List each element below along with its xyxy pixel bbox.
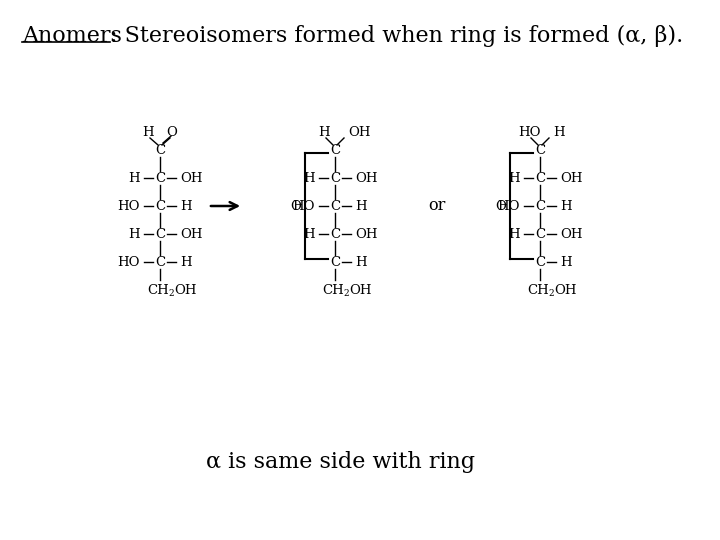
- Text: H: H: [355, 255, 366, 268]
- Text: C: C: [330, 172, 340, 185]
- Text: : Stereoisomers formed when ring is formed (α, β).: : Stereoisomers formed when ring is form…: [110, 25, 683, 47]
- Text: H: H: [553, 125, 564, 138]
- Text: O: O: [290, 199, 301, 213]
- Text: HO: HO: [498, 199, 520, 213]
- Text: C: C: [535, 172, 545, 185]
- Text: 2: 2: [548, 288, 554, 298]
- Text: OH: OH: [554, 284, 577, 296]
- Text: C: C: [330, 255, 340, 268]
- Text: 2: 2: [343, 288, 348, 298]
- Text: or: or: [428, 198, 446, 214]
- Text: C: C: [330, 199, 340, 213]
- Text: H: H: [508, 172, 520, 185]
- Text: O: O: [166, 125, 177, 138]
- Text: C: C: [535, 144, 545, 157]
- Text: H: H: [303, 172, 315, 185]
- Text: H: H: [318, 125, 330, 138]
- Text: OH: OH: [355, 172, 377, 185]
- Text: HO: HO: [518, 125, 540, 138]
- Text: H: H: [355, 199, 366, 213]
- Text: C: C: [155, 144, 165, 157]
- Text: H: H: [560, 199, 572, 213]
- Text: C: C: [535, 199, 545, 213]
- Text: C: C: [155, 172, 165, 185]
- Text: OH: OH: [349, 284, 372, 296]
- Text: HO: HO: [117, 255, 140, 268]
- Text: OH: OH: [180, 227, 202, 240]
- Text: OH: OH: [180, 172, 202, 185]
- Text: Anomers: Anomers: [22, 25, 122, 47]
- Text: C: C: [155, 255, 165, 268]
- Text: CH: CH: [147, 284, 169, 296]
- Text: H: H: [180, 199, 192, 213]
- Text: C: C: [535, 255, 545, 268]
- Text: CH: CH: [322, 284, 344, 296]
- Text: C: C: [155, 199, 165, 213]
- Text: H: H: [128, 172, 140, 185]
- Text: OH: OH: [355, 227, 377, 240]
- Text: H: H: [508, 227, 520, 240]
- Text: OH: OH: [560, 172, 582, 185]
- Text: OH: OH: [174, 284, 197, 296]
- Text: C: C: [155, 227, 165, 240]
- Text: H: H: [128, 227, 140, 240]
- Text: H: H: [180, 255, 192, 268]
- Text: OH: OH: [560, 227, 582, 240]
- Text: OH: OH: [348, 125, 371, 138]
- Text: O: O: [495, 199, 506, 213]
- Text: CH: CH: [527, 284, 549, 296]
- Text: HO: HO: [292, 199, 315, 213]
- Text: H: H: [303, 227, 315, 240]
- Text: 2: 2: [168, 288, 174, 298]
- Text: HO: HO: [117, 199, 140, 213]
- Text: C: C: [330, 227, 340, 240]
- Text: C: C: [535, 227, 545, 240]
- Text: H: H: [560, 255, 572, 268]
- Text: C: C: [330, 144, 340, 157]
- Text: α is same side with ring: α is same side with ring: [205, 451, 474, 473]
- Text: H: H: [142, 125, 154, 138]
